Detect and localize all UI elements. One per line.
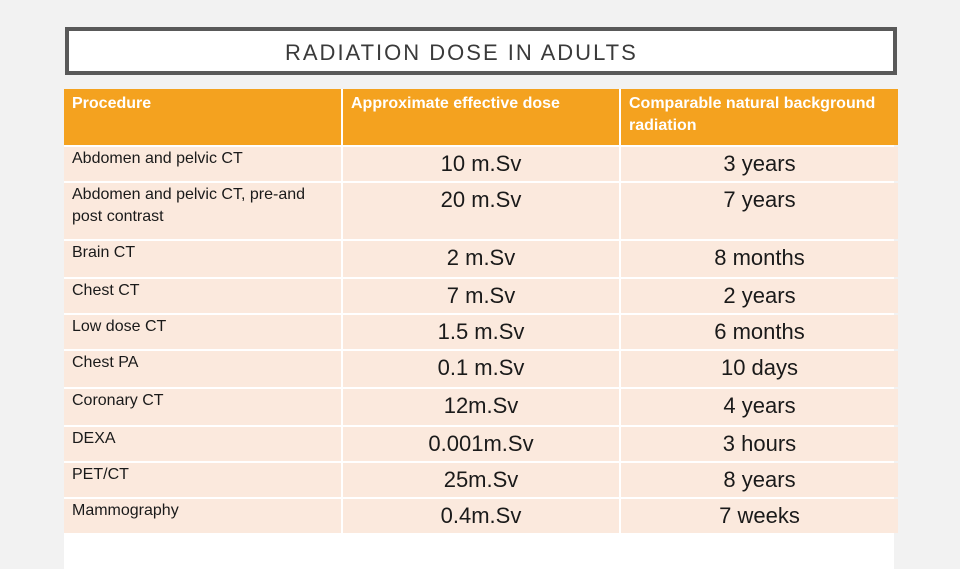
title-box: RADIATION DOSE IN ADULTS: [65, 27, 897, 75]
dose-cell: 0.1 m.Sv: [343, 351, 619, 387]
procedure-cell: Mammography: [64, 499, 341, 533]
dose-cell: 10 m.Sv: [343, 147, 619, 181]
procedure-cell: Chest PA: [64, 351, 341, 387]
procedure-cell: Low dose CT: [64, 315, 341, 349]
procedure-cell: Abdomen and pelvic CT, pre-and post cont…: [64, 183, 341, 239]
background-cell: 10 days: [621, 351, 898, 387]
header-dose: Approximate effective dose: [343, 89, 619, 145]
background-cell: 3 years: [621, 147, 898, 181]
dose-cell: 0.001m.Sv: [343, 427, 619, 461]
background-cell: 7 years: [621, 183, 898, 239]
background-cell: 2 years: [621, 279, 898, 313]
background-cell: 8 years: [621, 463, 898, 497]
background-cell: 4 years: [621, 389, 898, 425]
header-procedure: Procedure: [64, 89, 341, 145]
procedure-cell: DEXA: [64, 427, 341, 461]
procedure-cell: Coronary CT: [64, 389, 341, 425]
dose-cell: 20 m.Sv: [343, 183, 619, 239]
header-background: Comparable natural background radiation: [621, 89, 898, 145]
background-cell: 7 weeks: [621, 499, 898, 533]
procedure-cell: Abdomen and pelvic CT: [64, 147, 341, 181]
procedure-cell: Chest CT: [64, 279, 341, 313]
procedure-cell: PET/CT: [64, 463, 341, 497]
background-cell: 8 months: [621, 241, 898, 277]
dose-cell: 0.4m.Sv: [343, 499, 619, 533]
dose-cell: 1.5 m.Sv: [343, 315, 619, 349]
dose-cell: 7 m.Sv: [343, 279, 619, 313]
background-cell: 3 hours: [621, 427, 898, 461]
procedure-cell: Brain CT: [64, 241, 341, 277]
dose-cell: 2 m.Sv: [343, 241, 619, 277]
dose-cell: 25m.Sv: [343, 463, 619, 497]
dose-cell: 12m.Sv: [343, 389, 619, 425]
slide-title: RADIATION DOSE IN ADULTS: [285, 40, 638, 65]
background-cell: 6 months: [621, 315, 898, 349]
radiation-dose-table: Procedure Approximate effective dose Com…: [64, 89, 898, 569]
